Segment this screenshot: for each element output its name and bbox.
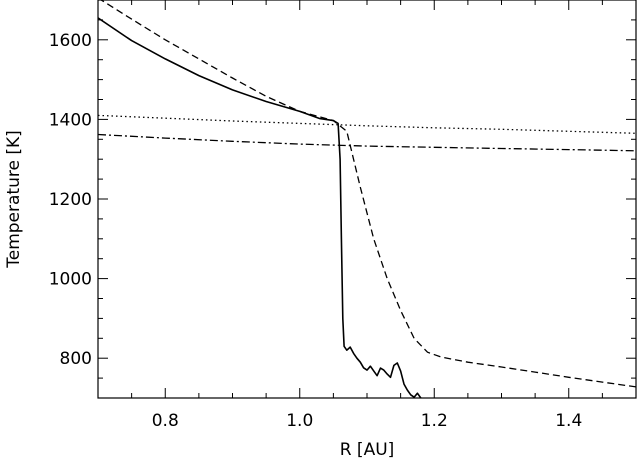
x-axis-label: R [AU] xyxy=(340,440,395,460)
plot-frame xyxy=(97,0,637,399)
y-tick-label: 1400 xyxy=(49,110,92,130)
y-tick-label: 1200 xyxy=(49,190,92,210)
x-tick-label: 0.8 xyxy=(152,411,179,431)
x-tick-label: 1.4 xyxy=(555,411,582,431)
series-layer xyxy=(98,0,636,398)
y-tick-label: 1600 xyxy=(49,31,92,51)
series-line-dashed xyxy=(99,0,636,388)
y-tick-label: 800 xyxy=(60,349,92,369)
x-tick-label: 1.2 xyxy=(421,411,448,431)
y-axis-label: Temperature [K] xyxy=(4,130,24,269)
x-tick-label: 1.0 xyxy=(286,411,313,431)
series-line-dashdot xyxy=(98,133,636,152)
y-tick-label: 1000 xyxy=(49,270,92,290)
ticks-layer: 0.8 1.0 1.2 1.4 800 1000 1200 1400 1600 xyxy=(49,0,637,431)
